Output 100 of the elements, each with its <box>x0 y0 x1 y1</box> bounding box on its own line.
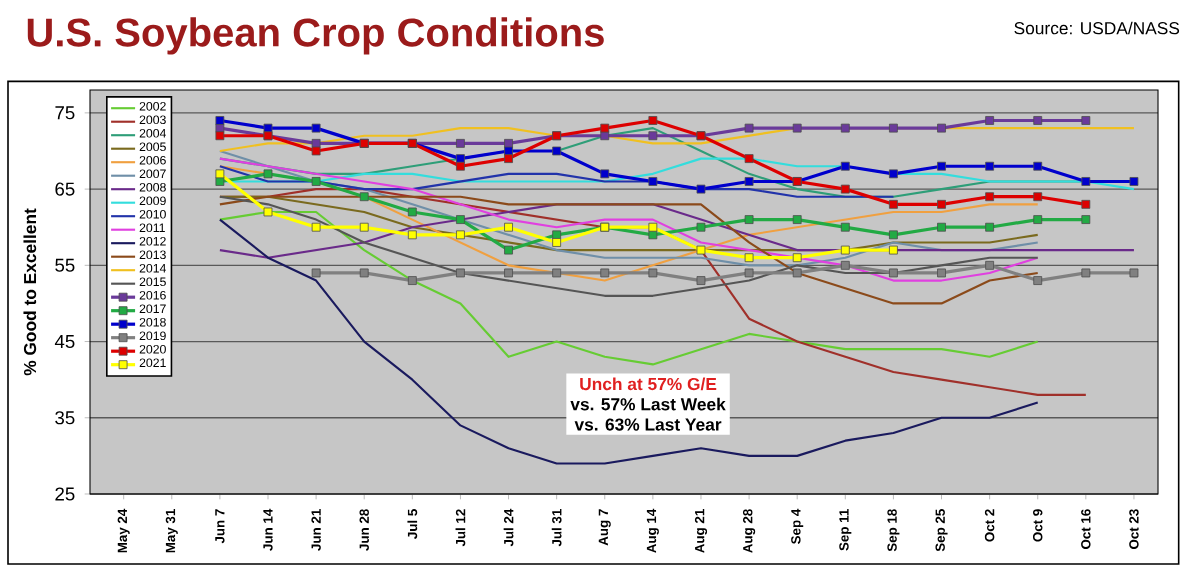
point <box>1033 116 1043 125</box>
annotation: vs. 57% Last Week <box>570 397 726 411</box>
point <box>744 177 754 186</box>
point <box>744 268 754 278</box>
point <box>937 268 946 278</box>
point <box>840 245 850 255</box>
point <box>1081 177 1091 186</box>
point <box>456 138 465 148</box>
point <box>215 116 225 125</box>
point <box>407 276 417 285</box>
point <box>696 184 706 194</box>
y-tick-label: 45 <box>54 335 75 349</box>
point <box>696 222 706 232</box>
point <box>840 184 850 194</box>
point <box>359 268 369 278</box>
point <box>456 268 465 278</box>
point <box>648 230 658 240</box>
point <box>985 260 995 270</box>
point <box>456 154 465 164</box>
point <box>1033 161 1043 171</box>
point <box>648 177 658 186</box>
point <box>1129 177 1139 186</box>
point <box>504 268 513 278</box>
point <box>889 169 898 179</box>
point <box>504 222 513 232</box>
point <box>456 230 465 240</box>
y-tick-label: 55 <box>55 258 75 272</box>
point <box>552 268 562 278</box>
point <box>792 253 802 263</box>
point <box>985 222 995 232</box>
point <box>985 192 995 202</box>
point <box>456 215 465 224</box>
point <box>215 131 225 141</box>
y-axis-title: % Good to Excellent <box>23 208 37 376</box>
point <box>744 154 754 164</box>
chart-title: U.S. Soybean Crop Conditions <box>27 17 604 55</box>
point <box>359 192 369 202</box>
point <box>648 131 658 141</box>
point <box>792 123 802 133</box>
y-tick-label: 65 <box>55 182 75 196</box>
point <box>456 161 465 171</box>
annotation: vs. 63% Last Year <box>574 418 722 431</box>
point <box>311 138 321 148</box>
y-tick-label: 35 <box>55 411 75 425</box>
point <box>648 116 658 125</box>
point <box>407 230 417 240</box>
point <box>937 123 946 133</box>
point <box>937 222 946 232</box>
point <box>937 199 946 209</box>
line-series <box>218 218 1039 465</box>
point <box>1081 215 1091 224</box>
point <box>744 123 754 133</box>
point <box>504 245 513 255</box>
point <box>985 161 995 171</box>
point <box>648 222 658 232</box>
point <box>889 230 898 240</box>
point <box>263 169 273 179</box>
point <box>552 238 562 247</box>
point <box>215 177 225 186</box>
point <box>840 260 850 270</box>
point <box>600 123 610 133</box>
y-tick-label: 25 <box>55 487 75 501</box>
point <box>889 123 898 133</box>
point <box>937 161 946 171</box>
point <box>792 268 802 278</box>
point <box>840 161 850 171</box>
point <box>1129 268 1139 278</box>
point <box>985 116 995 125</box>
annotation: Unch at 57% G/E <box>580 377 717 391</box>
point <box>889 268 898 278</box>
point <box>648 268 658 278</box>
point <box>311 222 321 232</box>
point <box>889 199 898 209</box>
point <box>1033 192 1043 202</box>
point <box>1081 268 1091 278</box>
point <box>552 146 562 156</box>
y-tick-label: 75 <box>55 106 75 120</box>
point <box>263 123 273 133</box>
point <box>1081 199 1091 209</box>
point <box>600 268 610 278</box>
point <box>504 146 513 156</box>
point <box>1081 116 1091 125</box>
point <box>359 222 369 232</box>
point <box>311 177 321 186</box>
point <box>840 222 850 232</box>
point <box>407 207 417 217</box>
point <box>1033 276 1043 285</box>
point <box>311 268 321 278</box>
source-note: Source: USDA/NASS <box>1014 21 1180 35</box>
point <box>1033 215 1043 224</box>
point <box>215 169 225 179</box>
point <box>600 169 610 179</box>
point <box>744 215 754 224</box>
point <box>311 146 321 156</box>
point <box>504 154 513 164</box>
point <box>840 123 850 133</box>
point <box>263 207 273 217</box>
point <box>744 253 754 263</box>
point <box>792 215 802 224</box>
point <box>552 230 562 240</box>
